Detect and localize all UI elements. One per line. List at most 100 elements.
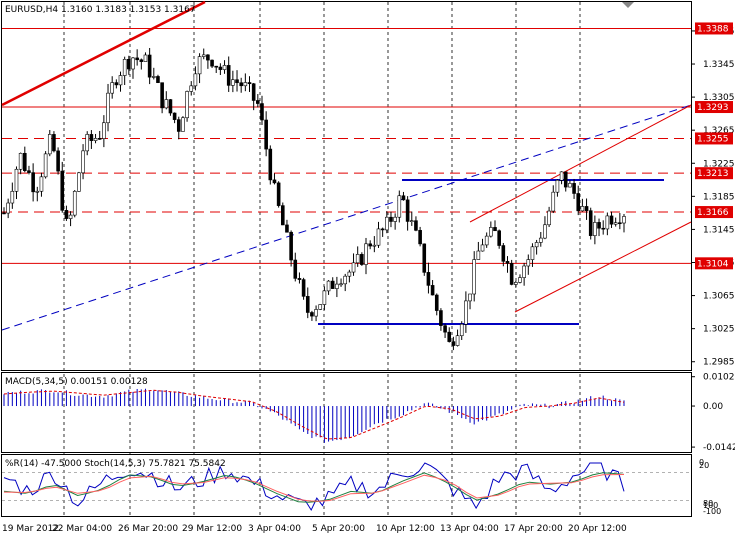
candle-body bbox=[518, 277, 522, 283]
price-candles bbox=[2, 47, 626, 351]
candle-body bbox=[218, 66, 223, 70]
candle-body bbox=[272, 179, 277, 184]
candle-body bbox=[418, 230, 422, 245]
candle-body bbox=[106, 92, 110, 124]
candle-body bbox=[547, 210, 551, 226]
candle-body bbox=[193, 73, 198, 87]
horizontal-levels: 1.3388 1.3293 1.3255 1.3213 1.3166 1.3104 bbox=[2, 22, 733, 270]
candle-body bbox=[314, 309, 318, 317]
candle-body bbox=[110, 82, 114, 94]
candle-body bbox=[127, 59, 131, 70]
candle-body bbox=[97, 138, 102, 140]
candle-body bbox=[122, 59, 127, 76]
price-tick-label: 1.3025 bbox=[703, 325, 735, 335]
chart-shift-icon[interactable] bbox=[622, 2, 634, 8]
candle-body bbox=[597, 222, 601, 229]
candle-body bbox=[43, 153, 48, 178]
candle-body bbox=[380, 228, 385, 231]
candle-body bbox=[422, 243, 427, 273]
candle-body bbox=[609, 215, 614, 225]
price-tick-label: 1.2985 bbox=[703, 358, 735, 368]
candle-body bbox=[139, 59, 144, 62]
candle-body bbox=[214, 65, 219, 68]
time-tick-label: 5 Apr 20:00 bbox=[312, 524, 365, 534]
candle-body bbox=[472, 259, 477, 295]
candle-body bbox=[580, 206, 585, 212]
candle-body bbox=[572, 183, 576, 194]
candle-body bbox=[551, 191, 556, 212]
candle-body bbox=[305, 296, 310, 313]
candle-body bbox=[563, 171, 568, 188]
upper-trendline-thick bbox=[1, 0, 206, 107]
long-dashed-trendline bbox=[1, 104, 692, 331]
candle-body bbox=[326, 280, 331, 292]
level-label-box bbox=[695, 167, 733, 180]
candle-body bbox=[605, 215, 610, 230]
candle-body bbox=[147, 54, 152, 78]
candle-body bbox=[451, 341, 456, 346]
level-label: 1.3255 bbox=[697, 134, 729, 144]
candle-body bbox=[85, 134, 90, 152]
level-label-box bbox=[695, 206, 733, 219]
candle-body bbox=[210, 59, 214, 67]
macd-panel bbox=[1, 372, 692, 453]
stoch-signal-line bbox=[3, 474, 625, 502]
level-label-box bbox=[695, 22, 733, 35]
candle-body bbox=[172, 112, 177, 120]
candle-body bbox=[622, 216, 626, 224]
candle-body bbox=[355, 254, 360, 264]
candle-body bbox=[430, 285, 435, 296]
candle-body bbox=[235, 79, 239, 84]
candle-body bbox=[434, 294, 439, 311]
trendlines bbox=[1, 0, 692, 331]
price-tick-label: 1.3305 bbox=[703, 93, 735, 103]
price-tick-label: 1.3265 bbox=[703, 126, 735, 136]
candle-body bbox=[484, 235, 489, 246]
candle-body bbox=[339, 283, 343, 286]
osc-tick-label: 0 bbox=[699, 458, 704, 467]
candle-body bbox=[318, 304, 323, 310]
candle-body bbox=[480, 244, 485, 252]
candle-body bbox=[555, 179, 560, 193]
candle-body bbox=[385, 216, 389, 231]
candle-body bbox=[514, 282, 518, 285]
candle-body bbox=[414, 220, 418, 231]
macd-tick-label: -0.01429 bbox=[703, 443, 735, 453]
candle-body bbox=[360, 254, 364, 265]
candle-body bbox=[185, 91, 189, 119]
candle-body bbox=[52, 134, 56, 152]
candle-body bbox=[289, 231, 293, 261]
candle-body bbox=[6, 202, 10, 214]
level-label: 1.3166 bbox=[697, 208, 729, 218]
candle-body bbox=[509, 263, 514, 285]
candle-body bbox=[60, 170, 65, 211]
candle-body bbox=[372, 244, 377, 247]
candle-body bbox=[114, 82, 119, 86]
candle-body bbox=[493, 227, 497, 232]
candle-body bbox=[593, 222, 597, 236]
candle-body bbox=[447, 331, 452, 342]
candle-body bbox=[347, 271, 352, 277]
candle-body bbox=[559, 171, 564, 181]
candle-body bbox=[443, 325, 447, 333]
vertical-gridlines bbox=[63, 2, 581, 516]
osc-tick-label: 100 bbox=[703, 501, 718, 510]
candle-body bbox=[576, 193, 581, 212]
candle-body bbox=[226, 65, 231, 86]
candle-body bbox=[293, 259, 298, 279]
candle-body bbox=[27, 170, 31, 173]
macd-histogram: 0.01021 0.00 -0.01429 bbox=[3, 373, 735, 453]
candle-body bbox=[14, 168, 19, 192]
level-label-box bbox=[695, 257, 733, 270]
level-label: 1.3213 bbox=[697, 169, 729, 179]
candle-body bbox=[522, 265, 526, 278]
candle-body bbox=[613, 222, 618, 225]
candle-body bbox=[160, 82, 164, 109]
candle-body bbox=[181, 117, 185, 132]
osc-tick-label: 20 bbox=[699, 461, 709, 470]
candle-body bbox=[301, 279, 306, 297]
stoch-main-line bbox=[3, 472, 625, 503]
level-label: 1.3388 bbox=[697, 24, 729, 34]
candle-body bbox=[251, 83, 256, 101]
